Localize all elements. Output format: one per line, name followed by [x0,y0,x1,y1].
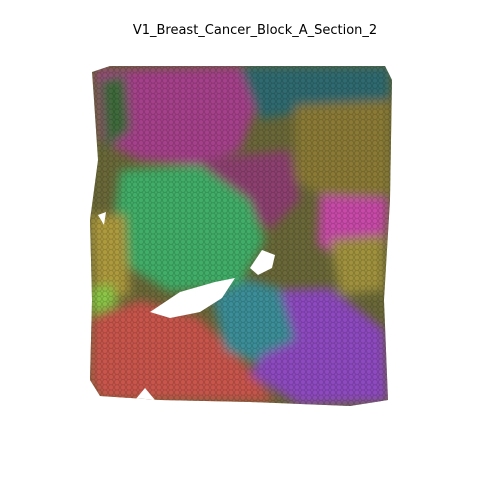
plot-title: V1_Breast_Cancer_Block_A_Section_2 [133,23,377,38]
tissue-section [90,66,392,406]
tissue-gap [150,278,235,318]
tissue-gap [250,250,275,275]
tissue-gap [98,212,106,225]
spot-grid [90,66,392,406]
tissue-gap [135,388,155,400]
